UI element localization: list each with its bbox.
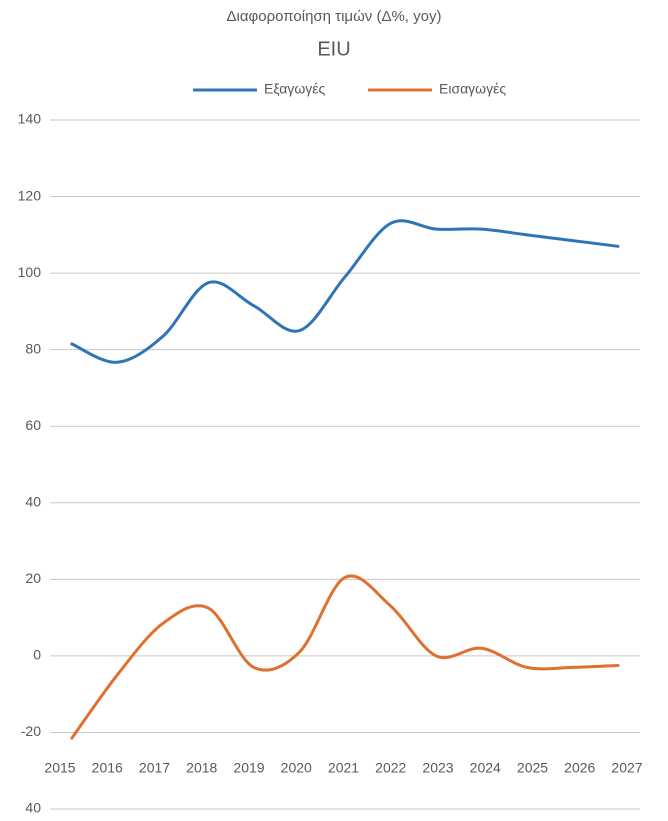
x-tick-label: 2021 <box>328 760 359 776</box>
series-line <box>70 574 620 740</box>
x-tick-label: 2017 <box>139 760 170 776</box>
y-tick-label: 40 <box>25 493 41 509</box>
y-tick-label: 140 <box>18 111 42 127</box>
chart-subtitle: EIU <box>317 38 350 60</box>
y-tick-label: -20 <box>21 723 41 739</box>
x-tick-label: 2019 <box>233 760 264 776</box>
x-tick-label: 2025 <box>517 760 548 776</box>
x-tick-label: 2018 <box>186 760 217 776</box>
legend-label: Εισαγωγές <box>439 81 506 97</box>
x-tick-label: 2016 <box>92 760 123 776</box>
x-tick-label: 2020 <box>281 760 312 776</box>
x-tick-label: 2023 <box>422 760 453 776</box>
x-tick-label: 2015 <box>44 760 75 776</box>
y-tick-label: 80 <box>25 340 41 356</box>
y-tick-label: 40 <box>25 800 41 816</box>
legend-label: Εξαγωγές <box>264 81 325 97</box>
y-tick-label: 60 <box>25 417 41 433</box>
y-tick-label: 100 <box>18 264 42 280</box>
y-tick-label: 20 <box>25 570 41 586</box>
x-tick-label: 2024 <box>470 760 501 776</box>
x-tick-label: 2026 <box>564 760 595 776</box>
y-tick-label: 0 <box>33 647 41 663</box>
x-tick-label: 2027 <box>611 760 642 776</box>
y-tick-label: 120 <box>18 187 42 203</box>
chart-title: Διαφοροποίηση τιμών (Δ%, yoy) <box>227 8 442 25</box>
series-line <box>70 219 620 364</box>
x-tick-label: 2022 <box>375 760 406 776</box>
